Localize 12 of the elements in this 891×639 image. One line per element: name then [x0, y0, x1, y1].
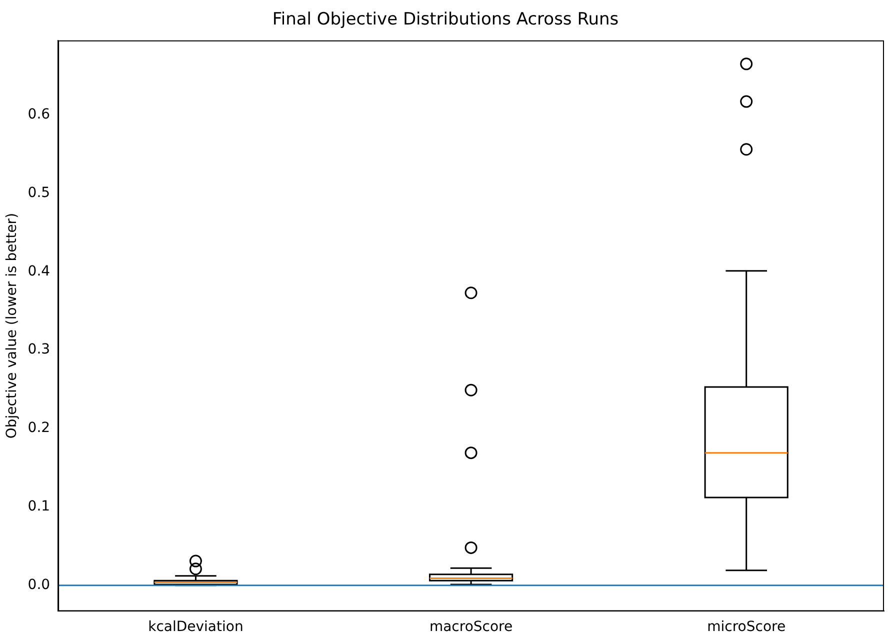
x-tick-label: macroScore — [429, 619, 513, 636]
y-tick-label: 0.0 — [28, 576, 50, 593]
y-tick-label: 0.1 — [28, 498, 50, 515]
y-tick-label: 0.2 — [28, 420, 50, 436]
chart-title: Final Objective Distributions Across Runs — [272, 10, 619, 30]
y-tick-label: 0.4 — [28, 263, 50, 280]
y-tick-label: 0.3 — [28, 342, 50, 358]
y-axis-title: Objective value (lower is better) — [4, 212, 20, 439]
x-tick-label: microScore — [707, 619, 786, 636]
y-tick-label: 0.6 — [28, 106, 50, 123]
y-tick-label: 0.5 — [28, 184, 50, 201]
x-tick-label: kcalDeviation — [148, 619, 244, 636]
